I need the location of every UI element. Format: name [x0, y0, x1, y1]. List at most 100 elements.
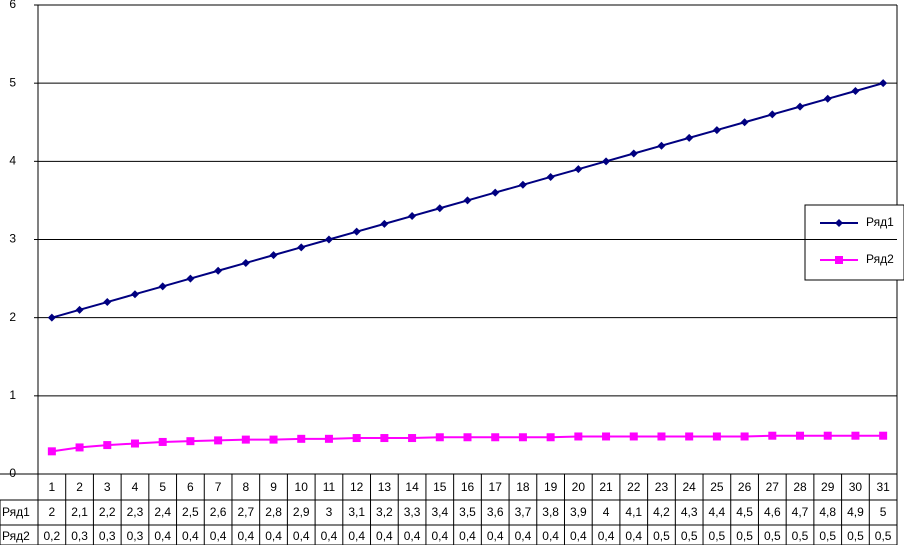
marker	[214, 266, 223, 275]
table-value: 0,4	[348, 529, 365, 543]
x-tick-label: 22	[627, 480, 641, 494]
marker	[491, 433, 500, 442]
table-value: 4	[603, 505, 610, 519]
marker	[186, 274, 195, 283]
table-value: 4,6	[764, 505, 781, 519]
table-value: 0,4	[293, 529, 310, 543]
table-value: 0,5	[736, 529, 753, 543]
marker	[408, 212, 417, 221]
x-tick-label: 7	[215, 480, 222, 494]
y-tick-label: 3	[9, 232, 16, 246]
table-row-header: Ряд2	[2, 529, 30, 543]
x-tick-label: 11	[323, 480, 336, 494]
legend-marker	[835, 256, 843, 264]
marker	[602, 157, 611, 166]
table-value: 3,5	[459, 505, 476, 519]
marker	[103, 441, 112, 450]
marker	[130, 290, 139, 299]
table-value: 5	[880, 505, 887, 519]
table-value: 2,8	[265, 505, 282, 519]
table-value: 0,3	[99, 529, 116, 543]
table-value: 4,3	[681, 505, 698, 519]
table-value: 0,4	[487, 529, 504, 543]
x-tick-label: 10	[295, 480, 309, 494]
marker	[546, 433, 555, 442]
marker	[297, 243, 306, 252]
x-tick-label: 16	[461, 480, 475, 494]
table-value: 4,5	[736, 505, 753, 519]
marker	[546, 172, 555, 181]
table-value: 4,8	[819, 505, 836, 519]
marker	[186, 437, 195, 446]
y-tick-label: 2	[9, 310, 16, 324]
x-tick-label: 25	[710, 480, 724, 494]
x-tick-label: 13	[378, 480, 392, 494]
marker	[851, 431, 860, 440]
marker	[158, 437, 167, 446]
table-value: 0,4	[459, 529, 476, 543]
table-value: 0,4	[625, 529, 642, 543]
table-value: 4,7	[792, 505, 809, 519]
marker	[435, 433, 444, 442]
marker	[158, 282, 167, 291]
marker	[740, 118, 749, 127]
x-tick-label: 4	[132, 480, 139, 494]
marker	[657, 141, 666, 150]
marker	[629, 149, 638, 158]
table-value: 2,3	[127, 505, 144, 519]
marker	[408, 434, 417, 443]
x-tick-label: 6	[187, 480, 194, 494]
x-tick-label: 12	[350, 480, 364, 494]
marker	[574, 165, 583, 174]
x-tick-label: 14	[405, 480, 419, 494]
x-tick-label: 27	[766, 480, 780, 494]
y-tick-label: 6	[9, 0, 16, 11]
table-value: 0,4	[598, 529, 615, 543]
table-value: 4,4	[709, 505, 726, 519]
marker	[463, 196, 472, 205]
y-tick-label: 0	[9, 466, 16, 480]
x-tick-label: 26	[738, 480, 752, 494]
marker	[241, 258, 250, 267]
table-value: 3,6	[487, 505, 504, 519]
marker	[130, 439, 139, 448]
marker	[823, 431, 832, 440]
table-value: 3,8	[542, 505, 559, 519]
table-value: 0,4	[182, 529, 199, 543]
table-value: 0,5	[764, 529, 781, 543]
table-value: 0,4	[237, 529, 254, 543]
x-tick-label: 17	[489, 480, 503, 494]
marker	[712, 126, 721, 135]
y-tick-label: 5	[9, 75, 16, 89]
marker	[518, 433, 527, 442]
marker	[47, 447, 56, 456]
table-value: 2,1	[71, 505, 88, 519]
marker	[712, 432, 721, 441]
table-value: 3,4	[431, 505, 448, 519]
table-value: 2,4	[154, 505, 171, 519]
x-tick-label: 31	[876, 480, 890, 494]
marker	[796, 431, 805, 440]
table-value: 0,5	[819, 529, 836, 543]
table-value: 2,2	[99, 505, 116, 519]
legend-label: Ряд1	[866, 215, 894, 229]
table-value: 0,5	[709, 529, 726, 543]
table-value: 2,7	[237, 505, 254, 519]
x-tick-label: 8	[242, 480, 249, 494]
marker	[685, 432, 694, 441]
table-value: 2,9	[293, 505, 310, 519]
marker	[241, 435, 250, 444]
x-tick-label: 18	[516, 480, 530, 494]
table-value: 0,4	[570, 529, 587, 543]
marker	[768, 431, 777, 440]
table-value: 0,4	[154, 529, 171, 543]
x-tick-label: 29	[821, 480, 835, 494]
table-value: 0,4	[376, 529, 393, 543]
marker	[463, 433, 472, 442]
table-value: 3	[326, 505, 333, 519]
x-tick-label: 3	[104, 480, 111, 494]
marker	[491, 188, 500, 197]
x-tick-label: 15	[433, 480, 447, 494]
x-tick-label: 2	[76, 480, 83, 494]
